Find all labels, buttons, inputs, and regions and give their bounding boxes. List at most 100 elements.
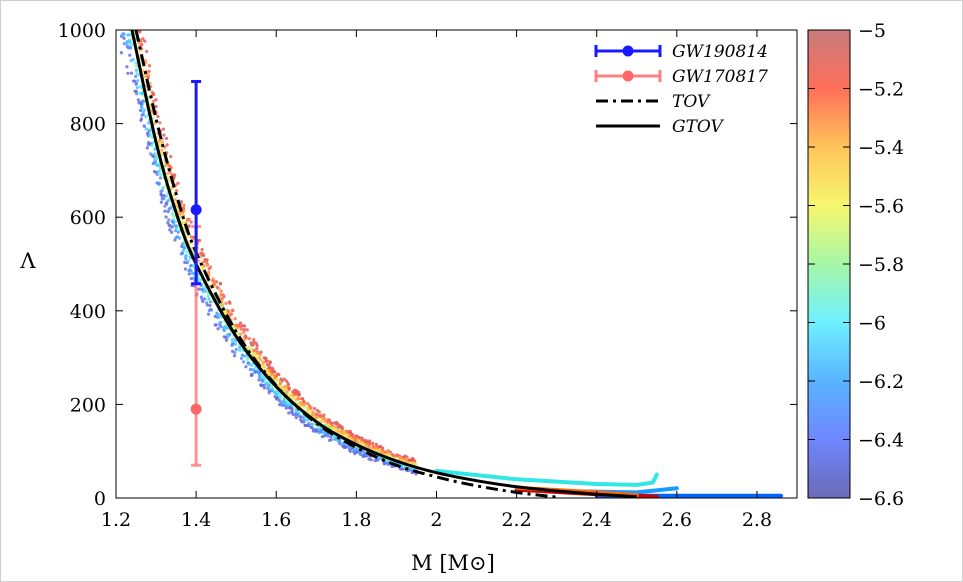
band-point (214, 323, 218, 327)
band-point (344, 429, 349, 433)
band-point (278, 403, 282, 407)
band-point (368, 439, 372, 443)
plot-frame (115, 29, 798, 499)
band-point (244, 365, 248, 369)
band-point (267, 372, 271, 376)
band-point (170, 230, 174, 234)
band-point (187, 272, 191, 276)
band-point (134, 74, 138, 79)
band-point (180, 244, 184, 248)
band-point (146, 131, 150, 135)
band-point (236, 331, 240, 335)
band-point (233, 351, 237, 355)
band-point (262, 384, 266, 388)
band-point (239, 356, 244, 360)
band-point (341, 429, 345, 433)
band-point (245, 357, 249, 362)
band-point (169, 155, 173, 159)
band-point (160, 140, 165, 145)
y-tick-label: 600 (70, 207, 106, 229)
band-point (239, 332, 243, 336)
band-point (134, 68, 138, 73)
band-point (261, 365, 266, 369)
x-tick-label: 2.4 (582, 509, 612, 531)
band-point (293, 392, 297, 397)
band-point (296, 392, 300, 396)
band-point (228, 332, 232, 336)
band-point (181, 206, 186, 210)
band-point (180, 251, 185, 255)
band-point (166, 171, 170, 176)
band-point (348, 429, 352, 433)
band-point (320, 434, 324, 439)
band-point (141, 37, 145, 41)
legend-item-gw170817: GW170817 (594, 67, 768, 87)
band-point (138, 108, 143, 112)
band-point (240, 353, 244, 357)
band-point (404, 457, 408, 461)
x-tick-label: 2 (430, 509, 442, 531)
band-point (255, 347, 259, 351)
band-point (332, 421, 336, 425)
band-point (311, 413, 315, 417)
band-point (307, 404, 312, 408)
band-point (161, 127, 166, 131)
gtov-curve (130, 30, 637, 498)
band-point (285, 379, 289, 383)
band-point (374, 442, 379, 447)
band-point (266, 386, 270, 390)
band-point (254, 341, 258, 345)
band-point (138, 30, 142, 34)
legend-item-gw190814: GW190814 (594, 42, 768, 62)
band-point (316, 415, 320, 419)
band-point (174, 224, 178, 228)
band-point (160, 148, 164, 152)
band-point (140, 113, 144, 117)
band-point (317, 410, 321, 414)
colorbar-tick-label: −5.4 (858, 137, 904, 159)
point-gw170817 (190, 403, 202, 415)
band-point (267, 391, 271, 395)
band-point (355, 437, 360, 442)
legend-label-tov: TOV (672, 92, 711, 112)
band-point (217, 321, 222, 325)
band-point (129, 58, 133, 63)
band-point (239, 327, 243, 331)
band-point (359, 441, 363, 445)
band-point (158, 121, 162, 125)
band-point (202, 297, 206, 301)
band-point (157, 182, 161, 186)
band-point (172, 176, 176, 180)
band-point (233, 342, 238, 346)
x-axis: 1.2 1.4 1.6 1.8 2 2.2 2.4 2.6 2.8 (101, 30, 772, 531)
band-point (206, 312, 211, 316)
colorbar-tick-label: −6.2 (858, 371, 904, 393)
band-point (128, 46, 133, 50)
band-point (338, 424, 342, 428)
band-point (153, 147, 157, 151)
band-point (258, 354, 262, 358)
band-point (278, 395, 282, 399)
band-point (164, 194, 168, 198)
band-point (136, 79, 140, 83)
band-point (293, 413, 297, 417)
band-point (212, 279, 216, 283)
band-point (140, 91, 144, 95)
band-point (364, 443, 369, 447)
band-point (274, 374, 278, 378)
band-point (129, 71, 134, 75)
band-point (117, 24, 120, 27)
x-tick-label: 2.8 (742, 509, 772, 531)
band-point (326, 420, 330, 424)
band-point (200, 247, 204, 252)
band-point (281, 387, 285, 391)
band-point (122, 42, 126, 46)
band-point (314, 428, 318, 433)
band-point (325, 432, 329, 436)
band-point (233, 317, 237, 321)
band-point (189, 263, 193, 268)
band-point (380, 450, 384, 455)
band-point (218, 281, 223, 286)
band-point (215, 313, 219, 317)
band-point (159, 200, 163, 204)
